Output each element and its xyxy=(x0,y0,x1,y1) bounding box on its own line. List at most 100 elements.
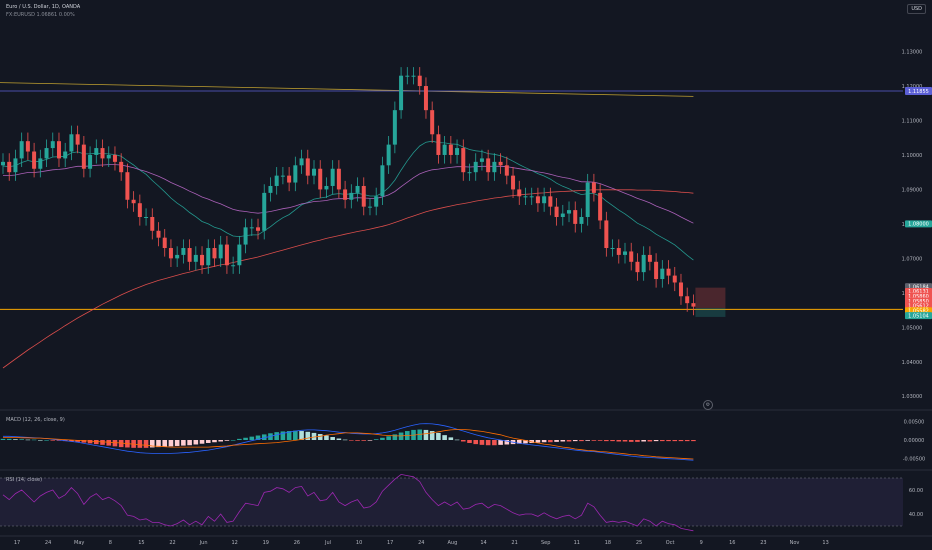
candle-body xyxy=(517,189,522,197)
time-tick-label: 14 xyxy=(480,540,486,546)
candle-body xyxy=(200,254,205,266)
time-tick-label: 21 xyxy=(511,540,517,546)
candle-body xyxy=(187,248,192,262)
macd-histogram-bar xyxy=(280,431,286,440)
macd-histogram-bar xyxy=(187,440,192,446)
candle-body xyxy=(44,148,49,159)
candle-body xyxy=(150,217,155,231)
macd-histogram-bar xyxy=(622,440,628,442)
candle-body xyxy=(579,217,584,224)
settings-icon[interactable]: ⚙ xyxy=(703,400,713,410)
candle-body xyxy=(405,75,410,77)
macd-histogram-bar xyxy=(467,440,472,443)
candle-body xyxy=(585,182,590,217)
candle-body xyxy=(560,213,565,217)
macd-histogram-bar xyxy=(504,440,510,445)
candle-body xyxy=(380,165,385,197)
candle-body xyxy=(1,161,5,166)
candle-body xyxy=(685,296,690,304)
price-tick-label: 1.07000 xyxy=(902,256,923,262)
candle-body xyxy=(647,254,652,262)
macd-histogram-bar xyxy=(541,440,547,443)
candle-body xyxy=(100,148,105,159)
price-tick-label: 1.10000 xyxy=(902,153,923,159)
macd-histogram-bar xyxy=(156,440,161,448)
time-tick-label: May xyxy=(74,540,84,546)
macd-histogram-bar xyxy=(237,438,242,440)
macd-tick-label: 0.00000 xyxy=(904,438,925,444)
time-tick-label: 19 xyxy=(263,540,269,546)
macd-histogram-bar xyxy=(75,440,80,442)
macd-histogram-bar xyxy=(81,440,87,443)
candle-body xyxy=(112,154,117,162)
macd-histogram-bar xyxy=(647,440,653,442)
candle-body xyxy=(591,182,596,193)
price-tag-label: 1.05850 xyxy=(908,299,929,305)
macd-histogram-bar xyxy=(44,440,49,441)
stop-loss-zone xyxy=(695,287,726,308)
ema-line xyxy=(3,164,694,224)
macd-histogram-bar xyxy=(349,440,354,441)
time-tick-label: 22 xyxy=(169,540,175,546)
macd-histogram-bar xyxy=(324,435,329,440)
candle-body xyxy=(249,227,254,229)
macd-histogram-bar xyxy=(641,440,646,442)
macd-histogram-bar xyxy=(13,439,18,440)
macd-histogram-bar xyxy=(554,440,559,442)
candle-body xyxy=(181,248,186,255)
time-tick-label: 13 xyxy=(822,540,828,546)
candle-body xyxy=(473,161,478,173)
time-tick-label: 24 xyxy=(45,540,51,546)
candle-body xyxy=(492,161,497,173)
time-tick-label: 17 xyxy=(14,540,20,546)
rsi-line xyxy=(2,473,694,532)
macd-histogram-bar xyxy=(436,432,441,440)
macd-histogram-bar xyxy=(635,440,640,442)
macd-histogram-bar xyxy=(572,440,578,442)
macd-histogram-bar xyxy=(653,440,659,442)
macd-histogram-bar xyxy=(423,429,429,440)
time-tick-label: Oct xyxy=(666,540,675,546)
candle-body xyxy=(399,75,404,111)
macd-tick-label: 0.00500 xyxy=(904,419,925,425)
macd-tick-label: -0.00500 xyxy=(903,457,925,463)
candle-body xyxy=(144,217,149,218)
candle-body xyxy=(268,185,273,193)
macd-histogram-bar xyxy=(193,440,199,445)
macd-histogram-bar xyxy=(0,438,6,440)
candle-body xyxy=(367,206,372,208)
candle-body xyxy=(156,230,161,238)
candle-body xyxy=(598,192,603,221)
macd-histogram-bar xyxy=(355,440,360,441)
macd-histogram-bar xyxy=(6,438,12,440)
macd-histogram-bar xyxy=(473,440,479,445)
macd-histogram-bar xyxy=(162,440,168,447)
time-tick-label: 8 xyxy=(109,540,112,546)
candle-body xyxy=(678,282,683,297)
candle-body xyxy=(573,210,578,224)
price-tick-label: 1.11000 xyxy=(902,119,923,125)
candle-body xyxy=(299,158,304,166)
currency-button[interactable]: USD xyxy=(907,4,926,14)
time-tick-label: Aug xyxy=(448,540,458,546)
candle-body xyxy=(548,196,553,207)
rsi-band xyxy=(0,478,903,526)
candle-body xyxy=(175,254,180,259)
candle-body xyxy=(423,86,428,111)
candle-body xyxy=(623,251,627,255)
macd-histogram-bar xyxy=(678,440,684,442)
macd-histogram-bar xyxy=(386,436,391,440)
candle-body xyxy=(660,268,665,280)
candle-body xyxy=(218,244,223,259)
macd-histogram-bar xyxy=(31,439,37,441)
candle-body xyxy=(486,158,491,173)
candle-body xyxy=(349,192,354,200)
macd-histogram-bar xyxy=(137,440,143,448)
indicator-legend: FX:EURUSD 1.06861 0.00% xyxy=(6,12,75,18)
macd-histogram-bar xyxy=(305,431,311,440)
macd-histogram-bar xyxy=(498,440,503,445)
macd-histogram-bar xyxy=(299,431,304,440)
candle-body xyxy=(106,154,111,159)
time-tick-label: 9 xyxy=(700,540,703,546)
